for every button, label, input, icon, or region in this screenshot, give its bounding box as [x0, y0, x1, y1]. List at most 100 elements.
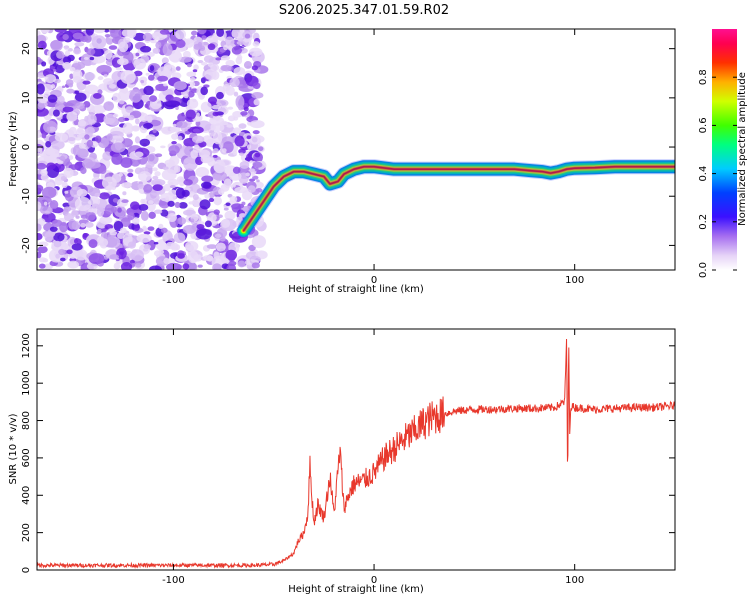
noise-speckle	[88, 253, 105, 265]
noise-speckle	[238, 123, 247, 129]
noise-speckle	[208, 197, 215, 203]
noise-speckle	[92, 92, 102, 99]
noise-speckle	[193, 64, 199, 71]
noise-speckle	[213, 196, 222, 206]
noise-speckle	[98, 238, 109, 247]
noise-speckle	[251, 136, 258, 143]
noise-speckle	[175, 29, 187, 40]
noise-speckle	[232, 166, 241, 174]
noise-speckle	[252, 41, 260, 47]
noise-speckle	[60, 257, 66, 262]
noise-speckle	[195, 228, 212, 240]
noise-speckle	[253, 98, 260, 106]
noise-speckle	[174, 201, 181, 209]
noise-speckle	[171, 140, 177, 145]
noise-speckle	[231, 46, 243, 55]
noise-speckle	[108, 45, 118, 50]
noise-speckle	[133, 32, 147, 42]
noise-speckle	[134, 151, 144, 158]
noise-speckle	[37, 107, 49, 117]
noise-speckle	[197, 264, 203, 268]
noise-speckle	[49, 111, 54, 116]
colorbar-tick-label: 0.2	[698, 214, 709, 230]
noise-speckle	[115, 67, 123, 71]
noise-speckle	[212, 171, 227, 181]
noise-speckle	[212, 263, 222, 270]
noise-speckle	[96, 64, 112, 75]
ridge-layer-5	[242, 165, 675, 232]
noise-speckle	[74, 41, 85, 47]
noise-speckle	[213, 159, 226, 174]
noise-speckle	[181, 189, 190, 197]
noise-speckle	[223, 44, 229, 51]
noise-speckle	[173, 81, 187, 91]
noise-speckle	[72, 32, 84, 40]
noise-speckle	[256, 188, 263, 193]
noise-speckle	[44, 211, 51, 214]
noise-speckle	[66, 88, 75, 94]
noise-speckle	[123, 37, 131, 43]
noise-speckle	[143, 244, 152, 249]
noise-speckle	[168, 189, 177, 196]
noise-speckle	[88, 208, 95, 213]
noise-speckle	[196, 112, 200, 118]
noise-speckle	[224, 36, 235, 48]
noise-speckle	[103, 101, 115, 112]
noise-speckle	[167, 178, 180, 187]
noise-speckle	[186, 63, 192, 68]
noise-speckle	[84, 134, 90, 140]
noise-speckle	[61, 85, 66, 89]
noise-speckle	[197, 29, 207, 35]
noise-speckle	[42, 258, 49, 263]
noise-speckle	[256, 179, 260, 183]
noise-speckle	[77, 119, 87, 127]
noise-speckle	[191, 30, 198, 36]
noise-speckle	[208, 192, 215, 199]
noise-speckle	[55, 95, 65, 105]
spectrogram-y-tick-label: -20	[21, 237, 32, 253]
noise-speckle	[38, 263, 46, 269]
noise-speckle	[246, 144, 252, 150]
noise-speckle	[86, 139, 94, 148]
noise-speckle	[142, 32, 153, 42]
snr-y-tick-label: 0	[21, 567, 32, 573]
noise-speckle	[80, 214, 88, 219]
noise-speckle	[212, 131, 223, 145]
noise-speckle	[195, 120, 201, 127]
noise-speckle	[182, 224, 197, 234]
noise-speckle	[121, 199, 129, 204]
noise-speckle	[183, 93, 189, 99]
snr-y-tick-label: 200	[21, 523, 32, 542]
noise-speckle	[207, 62, 214, 67]
noise-speckle	[37, 83, 45, 95]
noise-speckle	[135, 262, 142, 268]
figure-title: S206.2025.347.01.59.R02	[279, 3, 449, 18]
noise-speckle	[137, 183, 145, 189]
snr-y-tick-label: 1200	[21, 333, 32, 358]
colorbar-gradient	[712, 29, 737, 270]
noise-speckle	[188, 201, 195, 205]
noise-speckle	[106, 133, 113, 141]
noise-speckle	[68, 155, 74, 160]
noise-speckle	[104, 33, 111, 38]
noise-speckle	[96, 206, 105, 217]
noise-speckle	[200, 86, 209, 96]
noise-speckle	[104, 29, 110, 33]
noise-speckle	[129, 259, 135, 264]
noise-speckle	[133, 224, 140, 231]
noise-speckle	[67, 47, 73, 52]
snr-frame	[36, 328, 676, 571]
noise-speckle	[71, 243, 83, 251]
noise-speckle	[237, 260, 246, 268]
noise-speckle	[54, 65, 65, 74]
noise-speckle	[118, 41, 129, 53]
noise-speckle	[73, 48, 82, 55]
noise-speckle	[76, 188, 88, 198]
spectrogram-x-label: Height of straight line (km)	[288, 284, 424, 295]
noise-speckle	[211, 214, 217, 222]
colorbar-label: Normalized spectral amplitude	[737, 72, 748, 226]
spectrogram-y-label: Frequency (Hz)	[8, 111, 19, 187]
noise-speckle	[37, 251, 42, 259]
noise-speckle	[75, 215, 80, 219]
noise-speckle	[161, 169, 177, 181]
